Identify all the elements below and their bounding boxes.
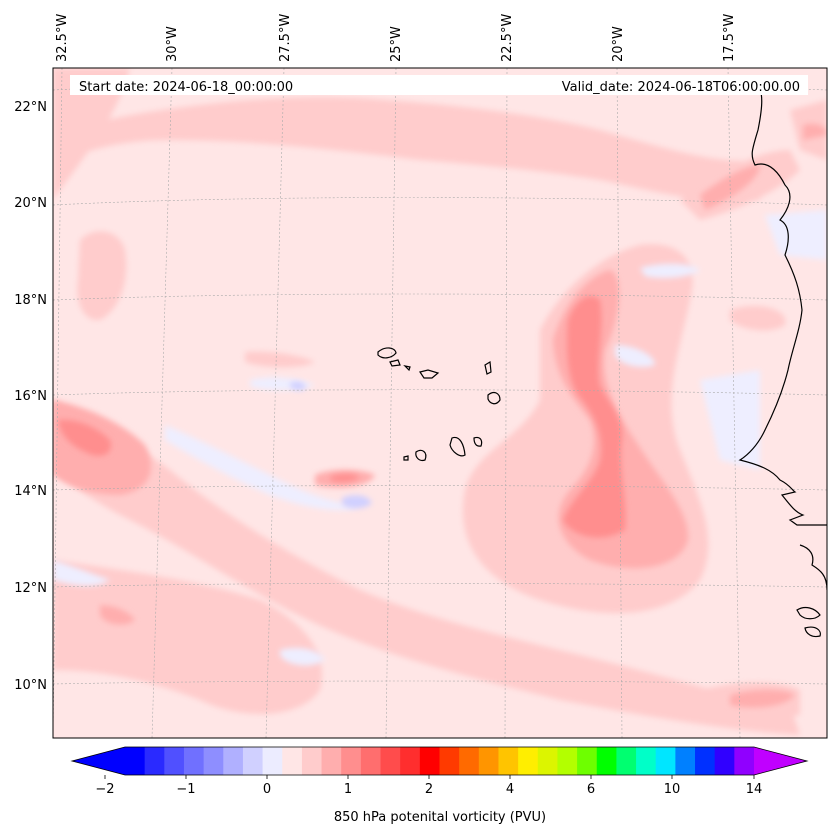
map-frame <box>52 67 828 739</box>
valid-date: Valid_date: 2024-06-18T06:00:00.00 <box>562 80 800 95</box>
colorbar-segment <box>734 747 755 775</box>
colorbar-over-arrow <box>754 747 807 775</box>
lon-label: 30°W <box>165 26 180 62</box>
lat-label: 14°N <box>14 484 47 499</box>
lon-label: 22.5°W <box>500 14 515 62</box>
islands <box>377 347 501 462</box>
colorbar-segment <box>655 747 676 775</box>
colorbar-segment <box>675 747 696 775</box>
start-date: Start date: 2024-06-18_00:00:00 <box>79 80 293 95</box>
colorbar-segment <box>341 747 362 775</box>
colorbar-segment <box>518 747 539 775</box>
colorbar-segment <box>714 747 735 775</box>
colorbar-segments <box>125 747 755 775</box>
latitude-labels: 22°N 20°N 18°N 16°N 14°N 12°N 10°N <box>14 100 47 693</box>
colorbar-tick-label: 14 <box>746 782 763 797</box>
lat-label: 10°N <box>14 678 47 693</box>
colorbar-segment <box>321 747 342 775</box>
colorbar-segment <box>242 747 264 775</box>
colorbar-label: 850 hPa potenital vorticity (PVU) <box>334 810 546 825</box>
colorbar-segment <box>400 747 421 775</box>
colorbar-segment <box>577 747 598 775</box>
coastline <box>738 79 827 638</box>
colorbar-tick-label: 6 <box>587 782 595 797</box>
colorbar-tick-label: 4 <box>506 782 514 797</box>
pv-contour-negative <box>53 210 827 666</box>
colorbar-segment <box>380 747 401 775</box>
colorbar-segment <box>144 747 165 775</box>
lat-label: 12°N <box>14 581 47 596</box>
colorbar-outline <box>70 746 809 776</box>
colorbar-under-arrow <box>72 747 125 775</box>
colorbar-segment <box>183 747 205 775</box>
colorbar-segment <box>301 747 323 775</box>
lat-label: 18°N <box>14 293 47 308</box>
colorbar-tick-label: −2 <box>95 782 114 797</box>
lat-label: 22°N <box>14 100 47 115</box>
pv-field <box>53 68 827 738</box>
colorbar-segment <box>282 747 303 775</box>
colorbar-segment <box>360 747 382 775</box>
colorbar-segment <box>498 747 519 775</box>
colorbar-segment <box>537 747 559 775</box>
colorbar-segment <box>439 747 460 775</box>
colorbar-segment <box>419 747 441 775</box>
lon-label: 25°W <box>389 26 404 62</box>
colorbar-tick-label: −1 <box>176 782 195 797</box>
colorbar-segment <box>478 747 500 775</box>
longitude-labels: 32.5°W 30°W 27.5°W 25°W 22.5°W 20°W 17.5… <box>55 14 737 62</box>
colorbar-segment <box>223 747 244 775</box>
colorbar-segment <box>616 747 637 775</box>
colorbar-segment <box>203 747 224 775</box>
colorbar-segment <box>125 747 146 775</box>
lon-label: 27.5°W <box>278 14 293 62</box>
colorbar-tick-label: 2 <box>425 782 433 797</box>
colorbar-segment <box>695 747 716 775</box>
colorbar-segment <box>557 747 578 775</box>
pv-contour-strong <box>58 296 626 538</box>
lat-label: 20°N <box>14 196 47 211</box>
colorbar-ticks <box>104 775 755 779</box>
colorbar-tick-label: 10 <box>664 782 681 797</box>
colorbar-segment <box>636 747 657 775</box>
pv-contour-blue <box>290 381 372 509</box>
colorbar-tick-label: 1 <box>344 782 352 797</box>
colorbar-tick-label: 0 <box>263 782 271 797</box>
lon-label: 17.5°W <box>722 14 737 62</box>
colorbar-segment <box>596 747 618 775</box>
colorbar: −2 −1 0 1 2 4 6 10 14 850 hPa potenital … <box>70 746 809 825</box>
date-banner <box>70 75 808 95</box>
lat-label: 16°N <box>14 389 47 404</box>
colorbar-segment <box>459 747 480 775</box>
colorbar-segment <box>262 747 283 775</box>
lon-label: 20°W <box>611 26 626 62</box>
lon-label: 32.5°W <box>55 14 70 62</box>
colorbar-segment <box>164 747 185 775</box>
